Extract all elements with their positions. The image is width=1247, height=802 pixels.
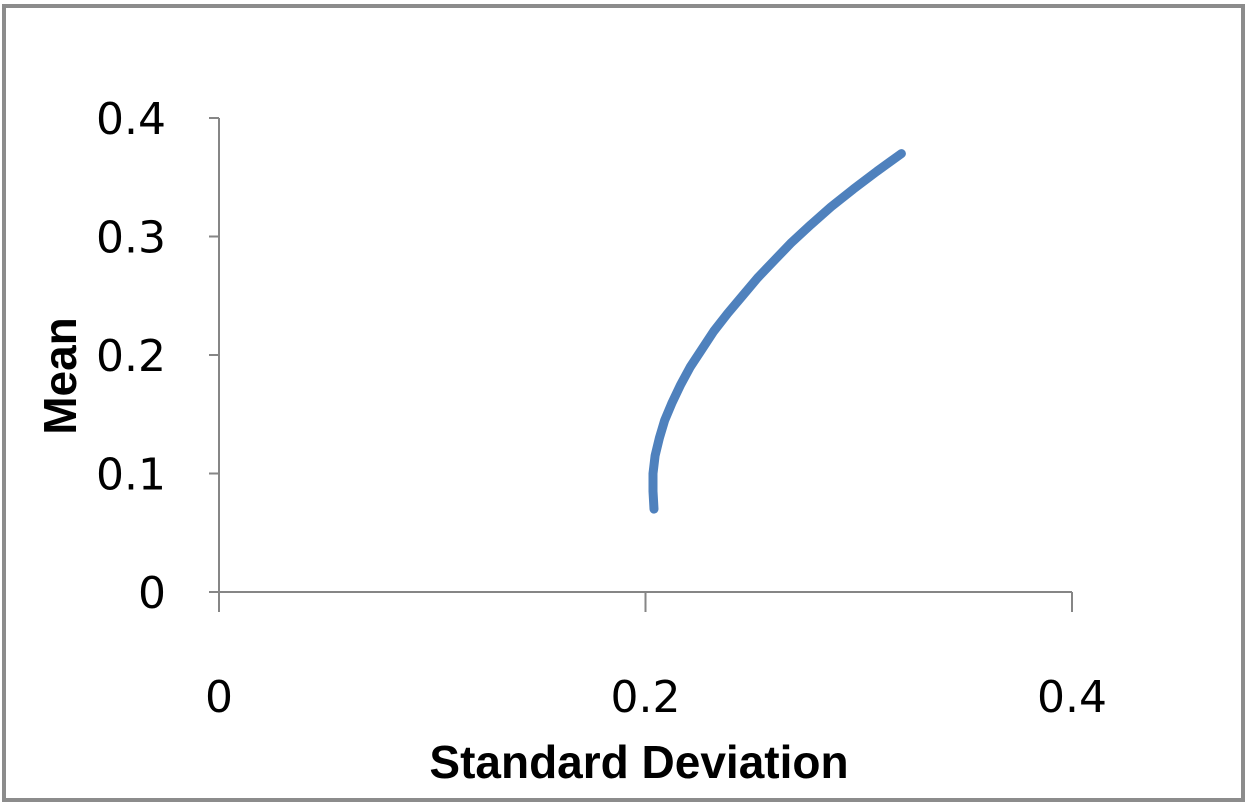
x-ticks: 0 0.2 0.4: [205, 592, 1107, 723]
series-line-0: [648, 149, 906, 514]
y-tick-label: 0: [138, 568, 166, 619]
y-tick-label: 0.1: [96, 450, 166, 501]
x-tick-label: 0.2: [611, 672, 681, 723]
x-axis-title: Standard Deviation: [429, 736, 848, 788]
y-tick-label: 0.3: [96, 213, 166, 264]
x-tick-label: 0.4: [1037, 672, 1107, 723]
y-axis-title: Mean: [34, 317, 86, 435]
x-tick-label: 0: [205, 672, 233, 723]
series-layer: [648, 149, 906, 514]
chart-border: [2, 4, 1245, 802]
y-ticks: 0 0.1 0.2 0.3 0.4: [96, 94, 219, 619]
y-tick-label: 0.4: [96, 94, 166, 145]
y-tick-label: 0.2: [96, 331, 166, 382]
